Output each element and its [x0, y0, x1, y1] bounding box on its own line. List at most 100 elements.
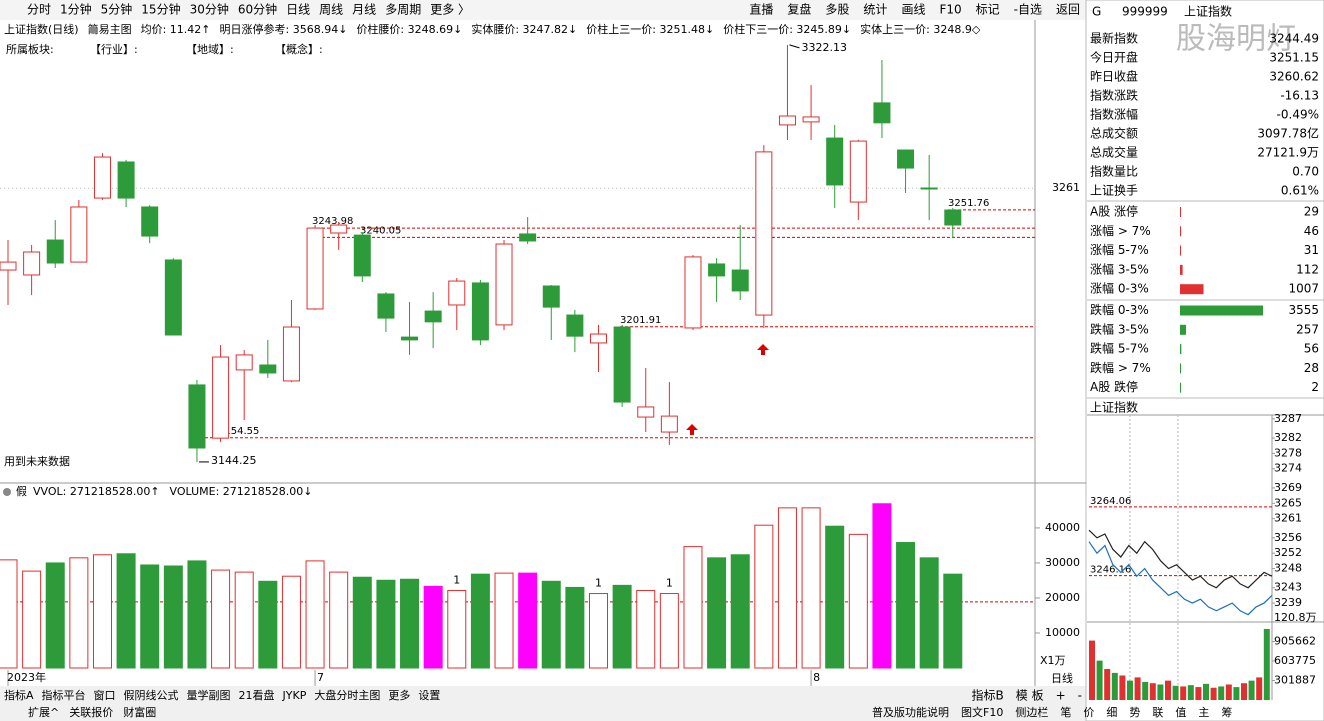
period-button[interactable]: 周线 — [319, 3, 343, 17]
breadth-label: 跌幅 3-5% — [1090, 321, 1149, 336]
mini-vol-bar — [1172, 685, 1179, 700]
tool-button[interactable]: 复盘 — [787, 2, 811, 17]
breadth-label: A股 涨停 — [1090, 204, 1138, 219]
period-button[interactable]: 1分钟 — [60, 2, 92, 17]
breadth-label: 跌幅 5-7% — [1090, 341, 1149, 356]
breadth-bar — [1180, 382, 1181, 393]
indicator-tab[interactable]: + — [1056, 689, 1066, 703]
mini-line — [1088, 529, 1273, 589]
sector-item: 【行业】: — [90, 43, 138, 56]
status-item[interactable]: 财富圈 — [123, 705, 156, 719]
period-button[interactable]: 多周期 — [385, 3, 421, 17]
price-level-label: 3154.55 — [218, 426, 259, 437]
indicator-tab[interactable]: 量学副图 — [187, 688, 231, 702]
volume-bar — [376, 579, 396, 669]
y-tick-label: 301887 — [1274, 674, 1316, 687]
status-item[interactable]: 值 — [1175, 706, 1186, 719]
status-item[interactable]: 笔 — [1060, 705, 1071, 719]
info-item: 实体腰价: 3247.82↓ — [471, 22, 577, 36]
y-tick-label: 3252 — [1274, 546, 1302, 559]
quote-value: -16.13 — [1280, 89, 1319, 103]
y-tick-label: 3282 — [1274, 431, 1302, 444]
breadth-bar — [1180, 344, 1182, 355]
status-item[interactable]: 筹 — [1221, 705, 1232, 719]
tool-button[interactable]: 统计 — [863, 3, 887, 17]
status-item[interactable]: 图文F10 — [961, 705, 1003, 719]
tool-button[interactable]: 画线 — [901, 3, 925, 17]
volume-bar — [305, 560, 325, 669]
tool-button[interactable]: 直播 — [749, 3, 773, 17]
tool-button[interactable]: 标记 — [976, 3, 1000, 17]
indicator-tab[interactable]: 模 板 — [1016, 689, 1044, 703]
indicator-tab[interactable]: 21看盘 — [239, 688, 275, 702]
tool-button[interactable]: -自选 — [1014, 3, 1042, 17]
period-button[interactable]: 月线 — [352, 3, 376, 17]
breadth-bar — [1180, 363, 1181, 374]
period-button[interactable]: 日线 — [286, 3, 310, 17]
status-item[interactable]: 主 — [1198, 706, 1209, 719]
breadth-value: 56 — [1304, 342, 1319, 356]
mini-vol-bar — [1203, 683, 1209, 700]
volume-bar — [825, 525, 845, 669]
indicator-tab[interactable]: 指标B — [972, 688, 1004, 703]
indicator-tab[interactable]: 指标A — [4, 688, 34, 702]
low-label: 3144.25 — [211, 454, 257, 467]
volume-bar — [683, 546, 703, 669]
candle-body — [755, 151, 773, 316]
indicator-tab[interactable]: 窗口 — [94, 688, 116, 702]
candle-body — [826, 137, 844, 186]
candle-body — [708, 263, 726, 277]
indicator-tab[interactable]: 指标平台 — [42, 688, 86, 702]
candle-body — [495, 243, 513, 326]
period-button[interactable]: 更多 〉 — [430, 3, 470, 17]
mini-vol-bar — [1165, 680, 1171, 700]
status-item[interactable]: 普及版功能说明 — [872, 705, 949, 719]
period-button[interactable]: 15分钟 — [141, 2, 180, 17]
candle-body — [613, 326, 631, 403]
mini-vol-top: 120.8万 — [1274, 611, 1317, 624]
status-item[interactable]: 关联报价 — [69, 705, 113, 719]
breadth-bar — [1180, 226, 1182, 237]
price-level-label: 3251.76 — [948, 198, 989, 209]
status-item[interactable]: 细 — [1106, 706, 1117, 719]
indicator-tab[interactable]: 更多 — [388, 688, 410, 702]
indicator-tab[interactable]: JYKP — [282, 689, 307, 702]
tool-button[interactable]: F10 — [939, 3, 961, 17]
period-button[interactable]: 60分钟 — [238, 2, 277, 17]
tool-button[interactable]: 返回 — [1056, 3, 1080, 17]
mini-vol-bar — [1263, 628, 1270, 700]
info-item: 价柱上三一价: 3251.48↓ — [586, 22, 714, 36]
mini-vol-bar — [1089, 640, 1095, 700]
y-tick-label: 3248 — [1274, 562, 1302, 575]
volume-bar — [943, 573, 963, 669]
indicator-tab[interactable]: 设置 — [418, 689, 440, 702]
breadth-value: 1007 — [1288, 282, 1319, 296]
status-item[interactable]: 价 — [1083, 706, 1094, 719]
y-tick-label: 3261 — [1274, 512, 1302, 525]
volume-bar — [92, 554, 112, 669]
status-item[interactable]: 扩展^ — [28, 705, 59, 719]
indicator-tab[interactable]: 大盘分时主图 — [314, 688, 380, 702]
tool-button[interactable]: 多股 — [825, 3, 849, 17]
period-button[interactable]: 5分钟 — [101, 2, 133, 17]
volume-bar — [872, 503, 892, 669]
status-item[interactable]: 侧边栏 — [1015, 705, 1048, 719]
info-item: 价柱腰价: 3248.69↓ — [356, 22, 462, 36]
price-level-label: 3240.05 — [360, 225, 401, 236]
period-button[interactable]: 分时 — [27, 3, 51, 17]
quote-value: 3260.62 — [1269, 70, 1319, 84]
mini-vol-bar — [1096, 660, 1103, 700]
candle-body — [897, 149, 915, 169]
status-item[interactable]: 势 — [1129, 706, 1140, 719]
volume-bar — [329, 571, 349, 669]
mini-vol-bar — [1241, 683, 1247, 700]
quote-label: 上证换手 — [1090, 184, 1138, 198]
status-item[interactable]: 联 — [1152, 706, 1163, 719]
breadth-label: 跌幅 0-3% — [1090, 302, 1149, 317]
indicator-tab[interactable]: 假阴线公式 — [124, 688, 179, 702]
breadth-bar — [1180, 245, 1181, 256]
indicator-tab[interactable]: - — [1078, 689, 1082, 703]
breadth-value: 29 — [1304, 205, 1319, 219]
period-button[interactable]: 30分钟 — [190, 2, 229, 17]
candle-body — [401, 336, 419, 341]
